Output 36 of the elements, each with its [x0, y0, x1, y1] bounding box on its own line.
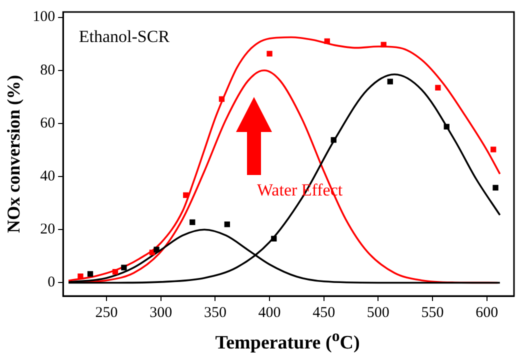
x-tick-label: 600 [476, 304, 498, 321]
x-tick-label: 300 [150, 304, 172, 321]
point [324, 38, 330, 44]
point [387, 78, 393, 84]
y-axis-title: NOx conversion (%) [3, 75, 24, 233]
point [218, 96, 225, 102]
x-axis-title: Temperature ($^{o}$C) [214, 328, 361, 354]
x-tick-label: 550 [421, 304, 444, 321]
point [78, 274, 84, 280]
point [330, 137, 336, 143]
point [112, 269, 118, 275]
point [266, 50, 272, 56]
point [224, 222, 230, 228]
point [435, 84, 441, 90]
point [380, 42, 386, 48]
point [490, 146, 496, 152]
point [271, 236, 277, 242]
y-tick-label: 80 [40, 62, 56, 78]
point [183, 192, 189, 198]
y-tick-label: 60 [40, 115, 56, 132]
y-tick-label: 20 [40, 222, 56, 238]
y-tick-label: 40 [40, 168, 56, 184]
point [444, 124, 450, 130]
point [190, 219, 196, 226]
x-tick-label: 350 [204, 304, 226, 321]
x-tick-label: 250 [95, 304, 118, 321]
x-tick-label: 450 [312, 304, 336, 321]
point [154, 246, 160, 252]
annotation: Ethanol-SCR [78, 27, 170, 46]
x-tick-label: 400 [258, 304, 281, 321]
point [87, 271, 94, 277]
point [492, 184, 498, 191]
point [121, 264, 127, 270]
y-tick-label: 100 [32, 9, 56, 26]
x-tick-label: 500 [366, 304, 390, 321]
y-tick-label: 0 [48, 274, 56, 291]
